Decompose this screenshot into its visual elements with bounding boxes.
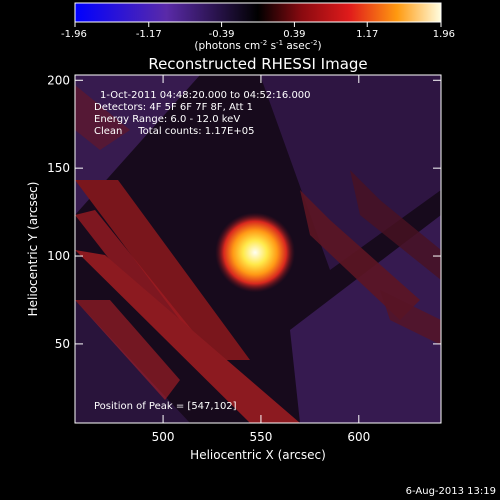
colorbar: -1.96 -1.17 -0.39 0.39 1.17 1.96 (photons cm-… — [61, 2, 455, 52]
footer-timestamp: 6-Aug-2013 13:19 — [406, 486, 496, 497]
colorbar-ticks: -1.96 -1.17 -0.39 0.39 1.17 1.96 — [61, 22, 455, 40]
colorbar-tick-label: 1.96 — [433, 29, 455, 40]
colorbar-unit-label: (photons cm-2 s-1 asec-2) — [194, 39, 321, 52]
red-band — [75, 250, 300, 423]
peak-position: Position of Peak = [547,102] — [94, 401, 237, 412]
x-tick-label: 600 — [347, 430, 370, 444]
y-axis-ticks: 50 100 150 200 — [47, 73, 441, 351]
info-energy-range: Energy Range: 6.0 - 12.0 keV — [94, 114, 240, 125]
info-clean-counts: Clean Total counts: 1.17E+05 — [94, 126, 254, 137]
colorbar-ramp — [74, 2, 442, 23]
y-tick-label: 150 — [47, 161, 70, 175]
plot-frame — [74, 74, 442, 424]
observation-info: 1-Oct-2011 04:48:20.000 to 04:52:16.000 … — [94, 90, 311, 137]
x-axis-ticks: 500 550 600 — [152, 75, 370, 444]
colorbar-tick-label: -1.96 — [61, 29, 87, 40]
y-tick-label: 50 — [55, 337, 70, 351]
chart-title: Reconstructed RHESSI Image — [148, 55, 367, 73]
red-band — [350, 170, 441, 280]
colorbar-tick-label: -0.39 — [209, 29, 235, 40]
colorbar-tick-label: 1.17 — [356, 29, 378, 40]
red-band — [300, 190, 420, 320]
colorbar-tick-label: 0.39 — [283, 29, 305, 40]
heatmap-image — [75, 75, 441, 423]
y-tick-label: 200 — [47, 73, 70, 87]
x-axis-label: Heliocentric X (arcsec) — [190, 448, 326, 462]
y-tick-label: 100 — [47, 249, 70, 263]
y-axis-label: Heliocentric Y (arcsec) — [26, 182, 40, 317]
info-time-range: 1-Oct-2011 04:48:20.000 to 04:52:16.000 — [100, 90, 311, 101]
red-band — [75, 85, 130, 150]
flare-source — [215, 212, 296, 293]
colorbar-tick-label: -1.17 — [136, 29, 162, 40]
red-band — [75, 300, 180, 400]
purple-band — [290, 215, 441, 423]
red-band — [75, 180, 250, 360]
red-band — [380, 290, 441, 345]
info-detectors: Detectors: 4F 5F 6F 7F 8F, Att 1 — [94, 102, 253, 113]
x-tick-label: 550 — [249, 430, 272, 444]
x-tick-label: 500 — [152, 430, 175, 444]
